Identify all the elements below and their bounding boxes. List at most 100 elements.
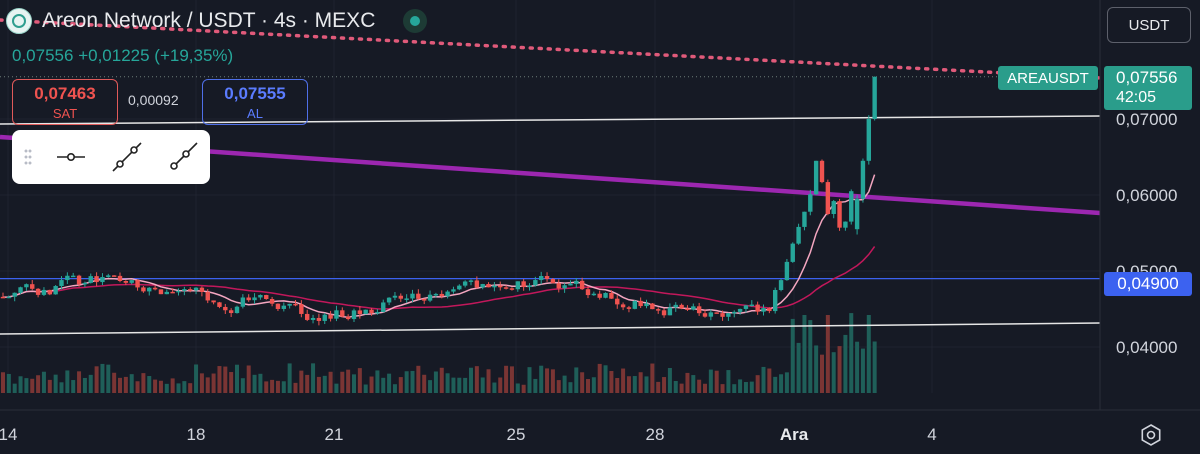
drawing-toolbar — [12, 130, 210, 184]
candle — [527, 283, 532, 291]
candle — [579, 277, 585, 290]
volume-bar — [591, 377, 596, 393]
candle-body — [357, 310, 363, 315]
candle-body — [521, 281, 526, 288]
candle-body — [94, 276, 99, 283]
sell-button[interactable]: 0,07463 SAT — [12, 79, 118, 125]
candle-body — [574, 280, 579, 284]
volume-bar — [802, 315, 807, 393]
resistance-line — [0, 115, 1101, 125]
candle — [111, 275, 117, 277]
drag-handle-icon[interactable] — [24, 148, 32, 166]
candle-body — [340, 310, 345, 317]
candle — [252, 293, 257, 304]
candle — [381, 299, 386, 313]
candle-body — [135, 280, 140, 288]
candle-body — [82, 282, 88, 285]
candle — [749, 300, 754, 307]
buy-button[interactable]: 0,07555 AL — [202, 79, 308, 125]
candle-body — [76, 275, 82, 285]
candle — [228, 308, 234, 317]
candle-body — [638, 300, 643, 307]
candle-body — [696, 306, 702, 314]
dotted-trend-line — [0, 18, 1102, 80]
buy-price: 0,07555 — [224, 83, 286, 103]
candle-body — [310, 317, 316, 320]
candle-body — [246, 297, 251, 301]
time-axis-label: 4 — [927, 425, 937, 444]
candle — [755, 301, 760, 315]
volume-bar — [463, 377, 468, 393]
candle — [813, 160, 819, 195]
volume-bar — [480, 377, 485, 393]
volume-bar — [205, 377, 210, 393]
candle-body — [691, 306, 696, 310]
time-axis-label: 21 — [324, 425, 344, 444]
horizontal-line-icon[interactable] — [54, 140, 88, 174]
candle-body — [650, 303, 655, 310]
volume-bar — [743, 382, 748, 393]
candle-body — [65, 275, 70, 281]
ray-line-icon[interactable] — [166, 140, 200, 174]
volume-bar — [790, 318, 795, 393]
candle-body — [527, 285, 532, 288]
candle — [691, 303, 696, 311]
candle — [492, 281, 497, 292]
candle — [503, 285, 509, 290]
candle — [854, 195, 860, 235]
candle — [287, 303, 292, 309]
candle-body — [6, 296, 12, 299]
candle — [433, 292, 439, 298]
currency-select[interactable]: USDT — [1107, 7, 1191, 43]
candle — [223, 303, 228, 315]
candle — [802, 211, 807, 231]
candle — [457, 284, 462, 291]
candle-body — [544, 276, 550, 280]
candle-body — [24, 284, 29, 288]
candle — [141, 286, 146, 293]
currency-label: USDT — [1128, 16, 1170, 34]
candle — [544, 272, 550, 282]
volume-bar — [550, 369, 555, 393]
candle-body — [843, 221, 848, 228]
volume-bar — [703, 383, 707, 393]
candle-body — [59, 280, 64, 287]
candle-body — [585, 289, 591, 296]
volume-bar — [71, 380, 76, 393]
price-change: +0,01225 (+19,35%) — [78, 46, 234, 65]
volume-bar — [275, 380, 280, 393]
candle — [264, 294, 269, 300]
candle-body — [30, 284, 35, 289]
volume-bar — [340, 371, 345, 393]
volume-bar — [574, 367, 579, 393]
volume-bar — [866, 315, 871, 393]
chart-title-row: Areon Network / USDT · 4s · MEXC — [6, 6, 428, 36]
volume-bar — [784, 372, 789, 393]
market-status-icon[interactable] — [403, 9, 428, 33]
horizontal-line-price-tag: 0,04900 — [1104, 272, 1192, 296]
candle-body — [773, 290, 778, 312]
candle-body — [170, 291, 175, 294]
candle — [849, 189, 854, 225]
volume-bar — [194, 364, 199, 393]
candle-body — [287, 303, 292, 306]
volume-bar — [316, 376, 321, 393]
volume-bar — [568, 382, 573, 393]
trend-line-icon[interactable] — [110, 140, 144, 174]
candle-body — [363, 309, 368, 315]
candle-body — [509, 288, 515, 290]
candle — [30, 280, 35, 291]
volume-bar — [638, 372, 643, 393]
candle-body — [217, 302, 222, 307]
volume-bar — [650, 363, 655, 393]
chart-settings-icon[interactable] — [1140, 424, 1162, 446]
candle-body — [18, 287, 23, 293]
volume-bar — [726, 370, 731, 393]
volume-bar — [118, 377, 122, 393]
support-line — [0, 322, 1101, 335]
volume-bar — [504, 365, 509, 393]
volume-bar — [112, 372, 117, 393]
candle-body — [755, 304, 760, 312]
current-price-tag: 0,07556 42:05 — [1104, 66, 1192, 110]
